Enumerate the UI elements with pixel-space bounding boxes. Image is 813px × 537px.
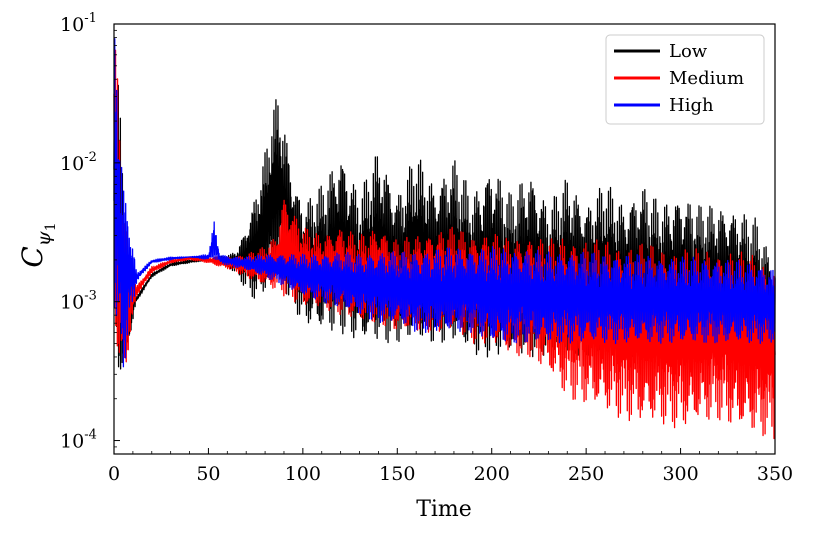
x-tick-label: 200: [474, 463, 510, 485]
x-axis: 0 50 100 150 200 250 300 350: [108, 448, 793, 485]
legend-label: High: [669, 95, 714, 116]
y-tick-label: 10-4: [60, 428, 97, 453]
y-axis: 10-1 10-2 10-3 10-4: [60, 11, 120, 455]
plot-lines: [113, 38, 776, 440]
x-tick-label: 300: [662, 463, 698, 485]
x-axis-title: Time: [416, 497, 472, 522]
series-line-high: [113, 38, 776, 368]
legend-label: Medium: [669, 68, 744, 89]
legend-label: Low: [669, 41, 708, 62]
x-tick-label: 150: [379, 463, 415, 485]
y-tick-label: 10-1: [60, 11, 97, 36]
x-tick-label: 0: [108, 463, 120, 485]
legend: Low Medium High: [605, 34, 765, 125]
x-tick-label: 250: [568, 463, 604, 485]
y-axis-title: Cψ1: [16, 222, 59, 267]
legend-box: [605, 34, 765, 125]
y-tick-label: 10-2: [60, 150, 97, 175]
series-line-medium: [113, 49, 776, 440]
x-tick-label: 100: [285, 463, 321, 485]
plot-frame: [113, 23, 776, 455]
x-tick-label: 50: [196, 463, 220, 485]
x-tick-label: 350: [757, 463, 793, 485]
y-tick-label: 10-3: [60, 289, 97, 314]
